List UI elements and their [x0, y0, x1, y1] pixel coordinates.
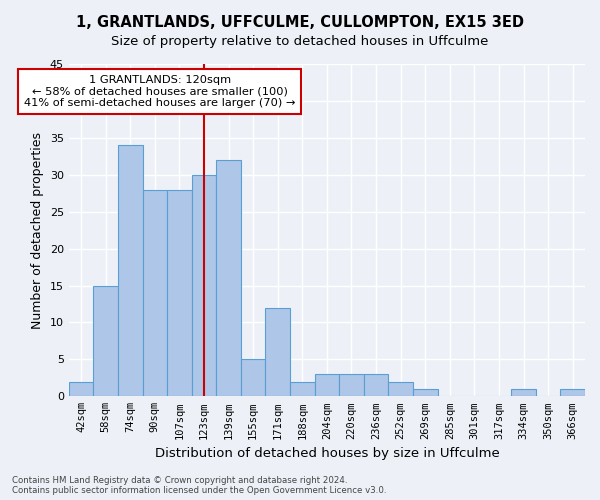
Bar — [118, 145, 143, 397]
X-axis label: Distribution of detached houses by size in Uffculme: Distribution of detached houses by size … — [155, 447, 499, 460]
Bar — [290, 382, 314, 396]
Bar — [94, 286, 118, 397]
Y-axis label: Number of detached properties: Number of detached properties — [31, 132, 44, 328]
Text: Contains HM Land Registry data © Crown copyright and database right 2024.
Contai: Contains HM Land Registry data © Crown c… — [12, 476, 386, 495]
Bar — [167, 190, 191, 396]
Bar — [69, 382, 94, 396]
Bar — [364, 374, 388, 396]
Bar — [413, 389, 437, 396]
Text: 1, GRANTLANDS, UFFCULME, CULLOMPTON, EX15 3ED: 1, GRANTLANDS, UFFCULME, CULLOMPTON, EX1… — [76, 15, 524, 30]
Bar — [143, 190, 167, 396]
Bar — [511, 389, 536, 396]
Bar — [265, 308, 290, 396]
Bar — [560, 389, 585, 396]
Bar — [339, 374, 364, 396]
Text: Size of property relative to detached houses in Uffculme: Size of property relative to detached ho… — [112, 35, 488, 48]
Bar — [241, 360, 265, 397]
Bar — [388, 382, 413, 396]
Bar — [191, 175, 216, 396]
Text: 1 GRANTLANDS: 120sqm
← 58% of detached houses are smaller (100)
41% of semi-deta: 1 GRANTLANDS: 120sqm ← 58% of detached h… — [24, 75, 295, 108]
Bar — [314, 374, 339, 396]
Bar — [216, 160, 241, 396]
